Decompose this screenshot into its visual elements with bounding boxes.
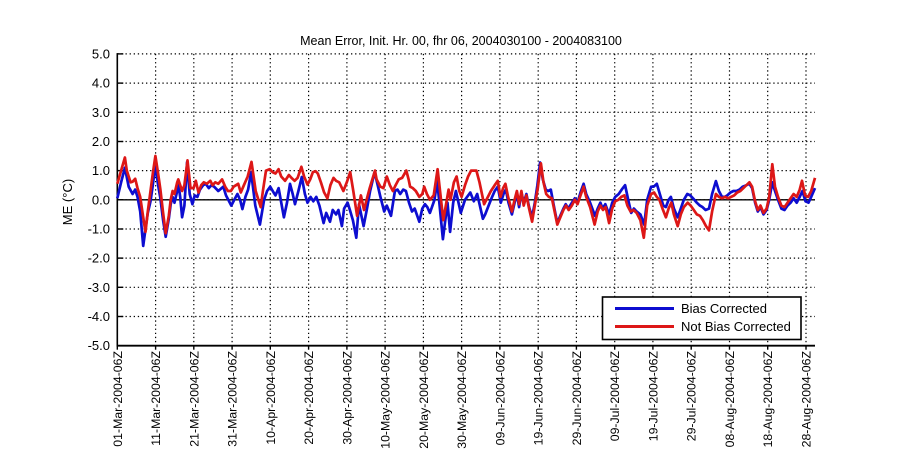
svg-text:29-Jun-2004-06Z: 29-Jun-2004-06Z	[570, 351, 584, 446]
svg-text:0.0: 0.0	[92, 192, 110, 207]
svg-text:Bias Corrected: Bias Corrected	[681, 301, 767, 316]
svg-text:09-Jun-2004-06Z: 09-Jun-2004-06Z	[493, 351, 507, 446]
svg-text:-4.0: -4.0	[88, 309, 110, 324]
svg-text:4.0: 4.0	[92, 76, 110, 91]
svg-text:20-May-2004-06Z: 20-May-2004-06Z	[417, 351, 431, 449]
svg-text:2.0: 2.0	[92, 134, 110, 149]
svg-text:-3.0: -3.0	[88, 280, 110, 295]
svg-text:5.0: 5.0	[92, 46, 110, 61]
svg-text:Mean Error, Init. Hr. 00, fhr: Mean Error, Init. Hr. 00, fhr 06, 200403…	[300, 34, 622, 48]
svg-text:ME (°C): ME (°C)	[60, 179, 75, 225]
svg-text:01-Mar-2004-06Z: 01-Mar-2004-06Z	[111, 351, 125, 447]
svg-text:30-May-2004-06Z: 30-May-2004-06Z	[455, 351, 469, 449]
svg-text:31-Mar-2004-06Z: 31-Mar-2004-06Z	[226, 351, 240, 447]
svg-text:28-Aug-2004-06Z: 28-Aug-2004-06Z	[800, 351, 814, 448]
svg-text:-2.0: -2.0	[88, 251, 110, 266]
svg-text:30-Apr-2004-06Z: 30-Apr-2004-06Z	[340, 351, 354, 445]
svg-text:18-Aug-2004-06Z: 18-Aug-2004-06Z	[761, 351, 775, 448]
svg-text:08-Aug-2004-06Z: 08-Aug-2004-06Z	[723, 351, 737, 448]
svg-text:10-May-2004-06Z: 10-May-2004-06Z	[379, 351, 393, 449]
svg-text:20-Apr-2004-06Z: 20-Apr-2004-06Z	[302, 351, 316, 445]
svg-text:21-Mar-2004-06Z: 21-Mar-2004-06Z	[187, 351, 201, 447]
svg-text:1.0: 1.0	[92, 163, 110, 178]
svg-text:10-Apr-2004-06Z: 10-Apr-2004-06Z	[264, 351, 278, 445]
svg-text:-1.0: -1.0	[88, 222, 110, 237]
svg-text:29-Jul-2004-06Z: 29-Jul-2004-06Z	[685, 351, 699, 442]
svg-text:3.0: 3.0	[92, 105, 110, 120]
svg-text:19-Jul-2004-06Z: 19-Jul-2004-06Z	[646, 351, 660, 442]
svg-text:Not Bias Corrected: Not Bias Corrected	[681, 319, 791, 334]
svg-text:09-Jul-2004-06Z: 09-Jul-2004-06Z	[608, 351, 622, 442]
svg-text:11-Mar-2004-06Z: 11-Mar-2004-06Z	[149, 351, 163, 446]
svg-text:19-Jun-2004-06Z: 19-Jun-2004-06Z	[532, 351, 546, 446]
svg-text:-5.0: -5.0	[88, 338, 110, 353]
